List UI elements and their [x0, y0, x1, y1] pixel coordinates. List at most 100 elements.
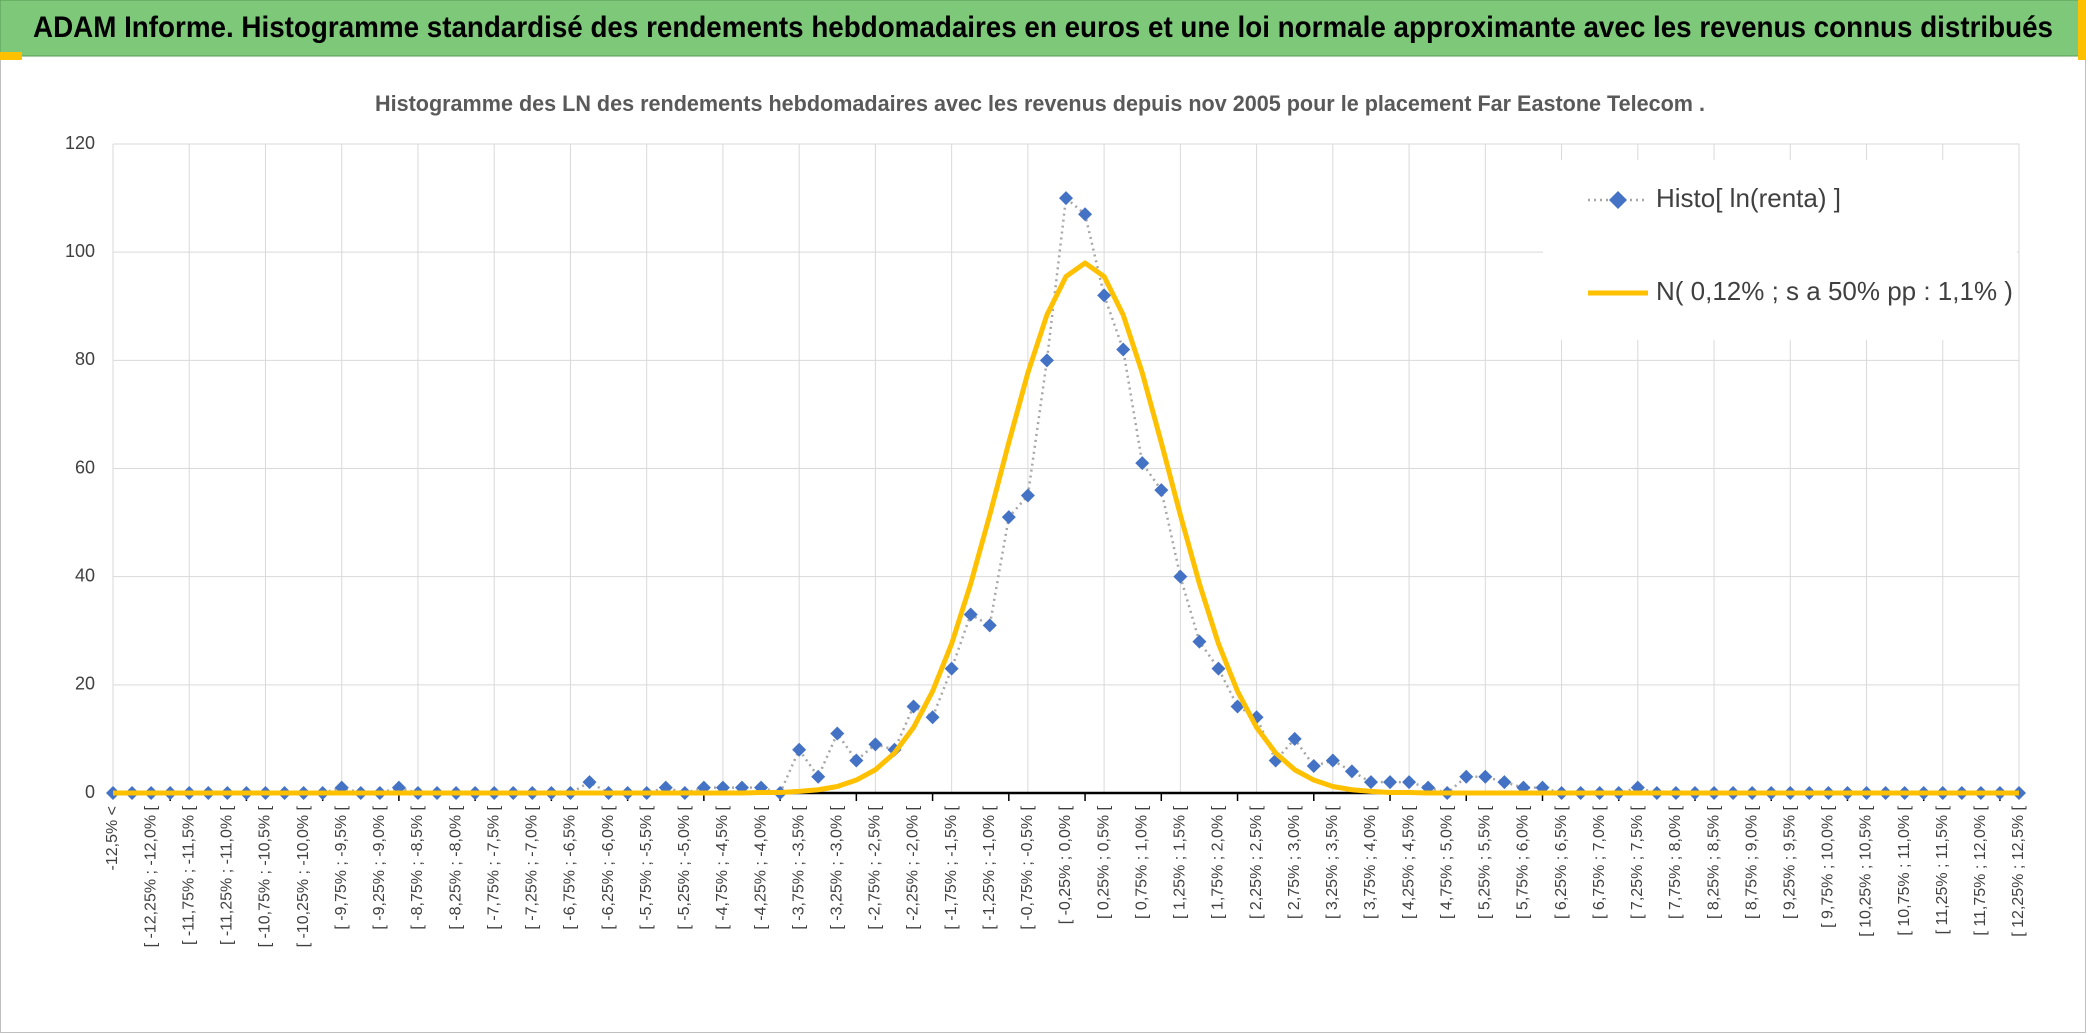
x-tick-label: [ 4,75% ; 5,0% [: [1438, 805, 1455, 919]
data-point: [982, 618, 997, 633]
x-tick-label: [ 6,75% ; 7,0% [: [1591, 805, 1608, 919]
data-point: [830, 726, 845, 741]
x-tick-label: [ 11,25% ; 11,5% [: [1934, 805, 1951, 934]
data-point: [1344, 764, 1359, 779]
data-point: [925, 710, 940, 725]
x-tick-label: [ -1,25% ; -1,0% [: [981, 805, 998, 929]
x-tick-label: [ 8,25% ; 8,5% [: [1705, 805, 1722, 919]
data-point: [1116, 342, 1131, 357]
data-point: [1097, 288, 1112, 303]
x-tick-label: [ -10,75% ; -10,5% [: [257, 805, 274, 947]
x-tick-label: [ -3,75% ; -3,5% [: [790, 805, 807, 929]
x-tick-label: [ -2,25% ; -2,0% [: [905, 805, 922, 929]
x-tick-label: [ -4,75% ; -4,5% [: [714, 805, 731, 929]
x-tick-label: [ 2,25% ; 2,5% [: [1248, 805, 1265, 919]
data-point: [868, 737, 883, 752]
data-point: [1078, 207, 1093, 222]
x-tick-label: [ -7,75% ; -7,5% [: [485, 805, 502, 929]
x-tick-label: [ -8,25% ; -8,0% [: [447, 805, 464, 929]
x-tick-label: [ 7,75% ; 8,0% [: [1667, 805, 1684, 919]
x-tick-label: [ -11,25% ; -11,0% [: [219, 805, 236, 945]
data-point: [1173, 569, 1188, 584]
x-tick-label: [ 4,25% ; 4,5% [: [1400, 805, 1417, 919]
x-tick-label: [ -12,25% ; -12,0% [: [142, 805, 159, 947]
x-tick-label: [ 9,25% ; 9,5% [: [1781, 805, 1798, 919]
data-point: [1402, 775, 1417, 790]
x-tick-label: [ -7,25% ; -7,0% [: [524, 805, 541, 929]
data-point: [1287, 731, 1302, 746]
data-point: [944, 661, 959, 676]
x-tick-label: [ 5,75% ; 6,0% [: [1515, 805, 1532, 919]
data-point: [1192, 634, 1207, 649]
x-tick-label: [ -9,25% ; -9,0% [: [371, 805, 388, 929]
data-point: [1020, 488, 1035, 503]
y-tick-label: 100: [65, 241, 95, 261]
data-point: [1135, 456, 1150, 471]
x-tick-label: [ 12,25% ; 12,5% [: [2010, 805, 2027, 936]
x-tick-label: [ -9,75% ; -9,5% [: [333, 805, 350, 929]
x-tick-label: [ 10,25% ; 10,5% [: [1858, 805, 1875, 936]
x-tick-label: [ -3,25% ; -3,0% [: [828, 805, 845, 929]
data-point: [963, 607, 978, 622]
x-tick-label: [ -6,25% ; -6,0% [: [600, 805, 617, 929]
x-tick-label: [ 1,75% ; 2,0% [: [1210, 805, 1227, 919]
data-point: [1383, 775, 1398, 790]
y-tick-label: 20: [75, 674, 95, 694]
data-point: [849, 753, 864, 768]
x-tick-label: [ 9,75% ; 10,0% [: [1820, 805, 1837, 927]
banner-corner: [2078, 0, 2086, 60]
data-point: [1363, 775, 1378, 790]
x-tick-label: [ -11,75% ; -11,5% [: [180, 805, 197, 945]
data-point: [1497, 775, 1512, 790]
data-point: [1154, 483, 1169, 498]
data-point: [1039, 353, 1054, 368]
data-point: [811, 769, 826, 784]
x-tick-label: [ -0,75% ; -0,5% [: [1019, 805, 1036, 929]
x-tick-label: [ -5,25% ; -5,0% [: [676, 805, 693, 929]
x-tick-label: [ 0,75% ; 1,0% [: [1133, 805, 1150, 919]
data-point: [582, 775, 597, 790]
data-point: [1001, 510, 1016, 525]
x-tick-label: [ 10,75% ; 11,0% [: [1896, 805, 1913, 935]
banner: [0, 0, 2086, 57]
x-tick-label: [ 6,25% ; 6,5% [: [1553, 805, 1570, 919]
x-tick-label: [ 8,75% ; 9,0% [: [1743, 805, 1760, 919]
x-tick-label: -12,5% <: [104, 806, 121, 870]
data-point: [1059, 191, 1073, 206]
x-tick-label: [ 3,75% ; 4,0% [: [1362, 805, 1379, 919]
legend-marker: [1609, 191, 1627, 209]
y-tick-label: 80: [75, 349, 95, 369]
data-point: [1211, 661, 1226, 676]
x-tick-label: [ 2,75% ; 3,0% [: [1286, 805, 1303, 919]
y-tick-label: 0: [85, 782, 95, 802]
x-tick-label: [ -0,25% ; 0,0% [: [1057, 805, 1074, 924]
x-tick-label: [ -1,75% ; -1,5% [: [943, 805, 960, 929]
banner-title: ADAM Informe. Histogramme standardisé de…: [33, 11, 2053, 44]
x-tick-label: [ -4,25% ; -4,0% [: [752, 805, 769, 929]
y-tick-label: 60: [75, 457, 95, 477]
data-point: [1478, 769, 1493, 784]
x-tick-label: [ -10,25% ; -10,0% [: [295, 805, 312, 947]
x-tick-label: [ 0,25% ; 0,5% [: [1095, 805, 1112, 919]
x-tick-label: [ 11,75% ; 12,0% [: [1972, 805, 1989, 935]
x-tick-label: [ -8,75% ; -8,5% [: [409, 805, 426, 929]
data-point: [1306, 758, 1321, 773]
series-line: [113, 260, 2019, 796]
legend-box: [1543, 160, 2017, 340]
chart-title: Histogramme des LN des rendements hebdom…: [375, 91, 1705, 116]
data-point: [906, 699, 921, 714]
x-tick-label: [ -6,75% ; -6,5% [: [562, 805, 579, 929]
data-point: [792, 742, 807, 757]
x-tick-label: [ -2,75% ; -2,5% [: [867, 805, 884, 929]
x-tick-label: [ 7,25% ; 7,5% [: [1629, 805, 1646, 919]
data-point: [1325, 753, 1340, 768]
legend-label: Histo[ ln(renta) ]: [1656, 183, 1841, 213]
legend-label: N( 0,12% ; s a 50% pp : 1,1% ): [1656, 276, 2013, 306]
y-tick-label: 40: [75, 565, 95, 585]
x-tick-label: [ 1,25% ; 1,5% [: [1172, 805, 1189, 919]
banner-corner: [0, 52, 22, 60]
x-tick-label: [ 3,25% ; 3,5% [: [1324, 805, 1341, 919]
y-tick-label: 120: [65, 133, 95, 153]
